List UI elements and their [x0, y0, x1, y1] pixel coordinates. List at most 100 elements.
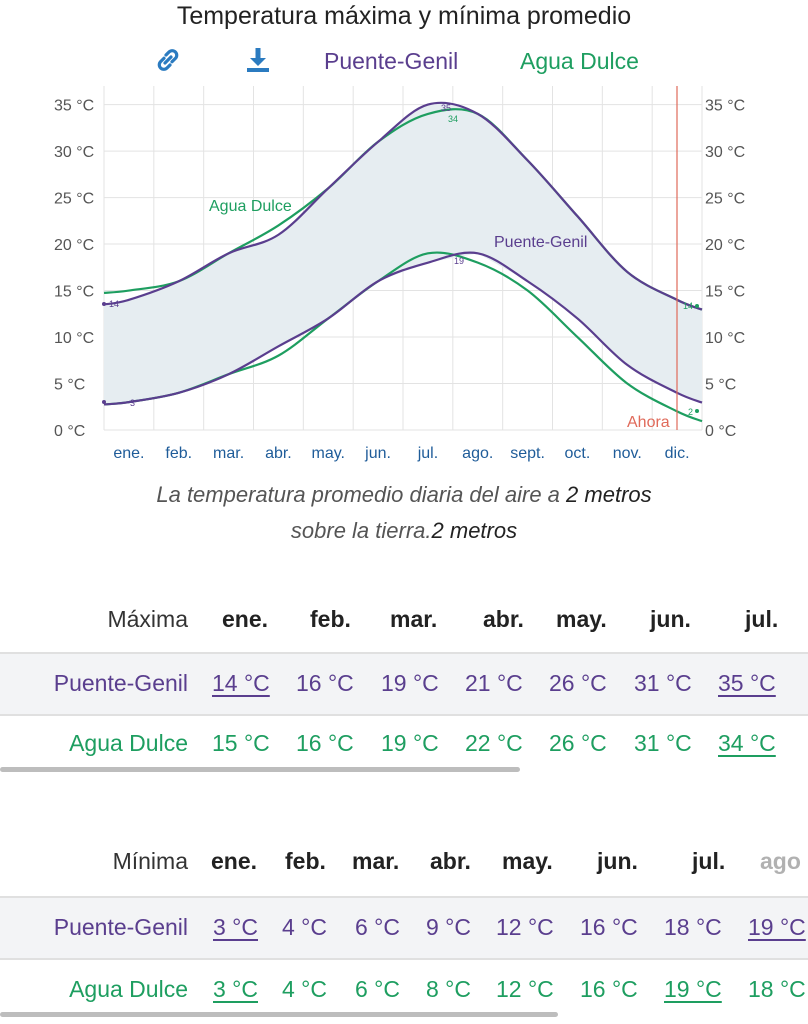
y-tick-label-left: 35 °C	[54, 98, 94, 115]
table-min-month: ago	[760, 848, 801, 874]
table-cell: 16 °C	[296, 730, 354, 756]
table-min-scrollbar[interactable]	[0, 1012, 558, 1017]
x-tick-label: oct.	[565, 445, 591, 462]
x-tick-label: ago.	[462, 445, 493, 462]
y-tick-label-left: 20 °C	[54, 237, 94, 254]
table-min: Mínima ene. feb. mar. abr. may. jun. jul…	[0, 832, 808, 1022]
point-label: 34	[448, 114, 458, 124]
x-tick-label: ene.	[113, 445, 144, 462]
download-icon[interactable]	[244, 46, 272, 74]
link-icon[interactable]	[154, 46, 182, 74]
table-cell[interactable]: 3 °C	[213, 914, 258, 940]
y-tick-label-right: 25 °C	[705, 191, 745, 208]
row-name[interactable]: Puente-Genil	[53, 670, 188, 696]
endpoint-dot	[695, 409, 699, 413]
table-max-month: jun.	[650, 606, 691, 632]
table-max-header: Máxima	[107, 606, 188, 632]
point-label: 35	[441, 103, 451, 113]
table-max-month: feb.	[310, 606, 351, 632]
table-cell: 12 °C	[496, 914, 554, 940]
row-name[interactable]: Agua Dulce	[69, 976, 188, 1002]
table-cell: 26 °C	[549, 730, 607, 756]
now-label: Ahora	[627, 414, 670, 431]
table-cell: 22 °C	[465, 730, 523, 756]
y-tick-label-right: 0 °C	[705, 423, 736, 440]
y-tick-label-right: 30 °C	[705, 144, 745, 161]
series-label-puente-genil: Puente-Genil	[494, 234, 587, 251]
table-min-month: ene.	[211, 848, 258, 874]
temperature-chart: 0 °C 0 °C 5 °C 5 °C 10 °C 10 °C 15 °C 15 °C 20 °…	[54, 86, 745, 462]
x-tick-label: abr.	[265, 445, 292, 462]
y-tick-label-left: 10 °C	[54, 330, 94, 347]
x-tick-label: may.	[312, 445, 345, 462]
series-line-puente-genil-min	[103, 251, 703, 406]
x-tick-label: dic.	[665, 445, 690, 462]
table-row: Puente-Genil 14 °C 16 °C 19 °C 21 °C 26 …	[0, 652, 808, 716]
table-cell: 31 °C	[634, 670, 692, 696]
table-cell: 9 °C	[426, 914, 471, 940]
table-max-header-row: Máxima ene. feb. mar. abr. may. jun. jul…	[0, 590, 808, 650]
row-name[interactable]: Puente-Genil	[53, 914, 188, 940]
table-cell: 15 °C	[212, 730, 270, 756]
table-cell: 16 °C	[580, 976, 638, 1002]
table-cell: 19 °C	[381, 730, 439, 756]
table-cell: 8 °C	[426, 976, 471, 1002]
y-tick-label-left: 5 °C	[54, 377, 85, 394]
point-label: 19	[454, 256, 464, 266]
y-tick-label-left: 25 °C	[54, 191, 94, 208]
table-min-month: feb.	[285, 848, 326, 874]
x-tick-label: jun.	[364, 445, 391, 462]
table-cell: 18 °C	[748, 976, 806, 1002]
table-cell: 4 °C	[282, 914, 327, 940]
table-cell: 16 °C	[580, 914, 638, 940]
table-row: Agua Dulce 3 °C 4 °C 6 °C 8 °C 12 °C 16 …	[0, 960, 808, 1020]
table-min-month: jun.	[597, 848, 638, 874]
point-label: 3	[130, 398, 135, 408]
table-min-month: mar.	[352, 848, 400, 874]
y-tick-label-right: 5 °C	[705, 377, 736, 394]
y-tick-label-right: 35 °C	[705, 98, 745, 115]
table-cell: 19 °C	[381, 670, 439, 696]
endpoint-dot	[102, 400, 106, 404]
table-max-month: jul.	[745, 606, 779, 632]
y-tick-label-right: 20 °C	[705, 237, 745, 254]
y-tick-label-left: 0 °C	[54, 423, 85, 440]
temperature-band	[104, 102, 702, 405]
table-min-month: abr.	[430, 848, 471, 874]
table-max-scrollbar[interactable]	[0, 767, 520, 772]
x-tick-label: jul.	[417, 445, 438, 462]
x-tick-label: nov.	[613, 445, 642, 462]
table-cell: 31 °C	[634, 730, 692, 756]
y-tick-label-right: 15 °C	[705, 284, 745, 301]
point-label: 14	[109, 299, 119, 309]
x-tick-label: sept.	[510, 445, 545, 462]
y-tick-label-left: 30 °C	[54, 144, 94, 161]
table-cell[interactable]: 19 °C	[748, 914, 806, 940]
table-cell[interactable]: 19 °C	[664, 976, 722, 1002]
table-cell: 26 °C	[549, 670, 607, 696]
table-min-month: jul.	[692, 848, 726, 874]
table-cell: 16 °C	[296, 670, 354, 696]
endpoint-dot	[102, 302, 106, 306]
point-label: 2	[688, 407, 693, 417]
y-tick-label-left: 15 °C	[54, 284, 94, 301]
table-cell: 12 °C	[496, 976, 554, 1002]
table-cell[interactable]: 34 °C	[718, 730, 776, 756]
table-row: Puente-Genil 3 °C 4 °C 6 °C 9 °C 12 °C 1…	[0, 896, 808, 960]
table-min-month: may.	[502, 848, 553, 874]
table-max-month: mar.	[390, 606, 438, 632]
legend-puente-genil[interactable]: Puente-Genil	[324, 48, 459, 74]
table-cell: 6 °C	[355, 914, 400, 940]
legend-agua-dulce[interactable]: Agua Dulce	[520, 48, 639, 74]
table-cell[interactable]: 14 °C	[212, 670, 270, 696]
endpoint-dot	[695, 304, 699, 308]
row-name[interactable]: Agua Dulce	[69, 730, 188, 756]
x-tick-label: mar.	[213, 445, 244, 462]
table-cell[interactable]: 3 °C	[213, 976, 258, 1002]
table-min-header-row: Mínima ene. feb. mar. abr. may. jun. jul…	[0, 832, 808, 892]
y-tick-label-right: 10 °C	[705, 330, 745, 347]
table-cell: 21 °C	[465, 670, 523, 696]
table-cell[interactable]: 35 °C	[718, 670, 776, 696]
chart-toolbar: Puente-Genil Agua Dulce	[0, 44, 808, 78]
x-tick-label: feb.	[165, 445, 192, 462]
